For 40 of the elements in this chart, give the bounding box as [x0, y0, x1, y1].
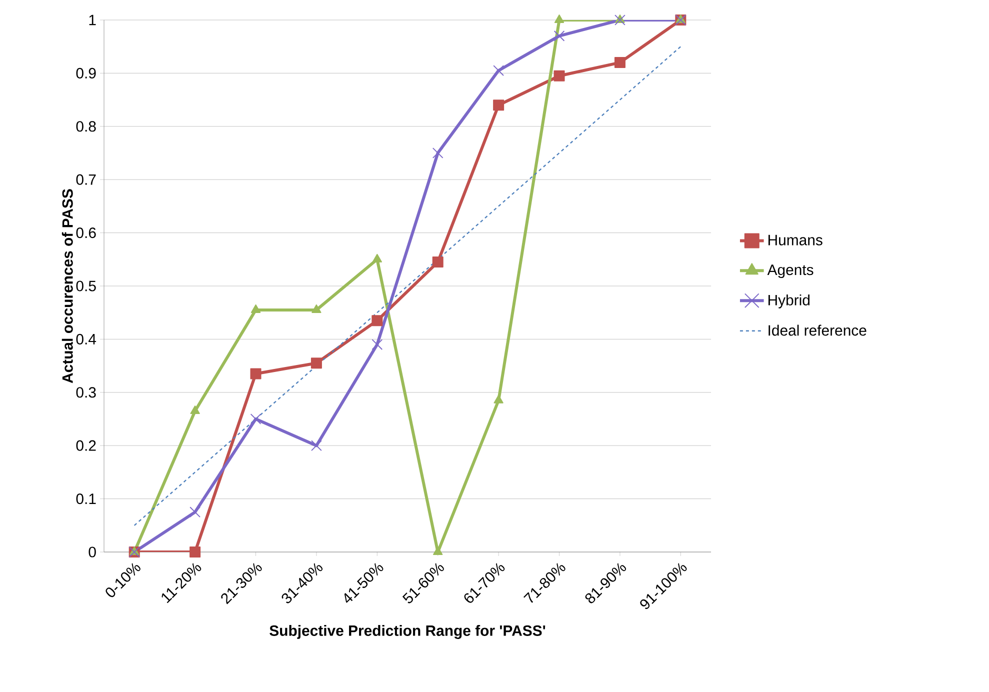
y-tick-label: 0.4: [76, 334, 96, 344]
legend-label: Hybrid: [768, 294, 810, 308]
point: [614, 57, 626, 68]
legend-label: Agents: [767, 264, 814, 278]
point: [432, 256, 444, 268]
point: [554, 30, 565, 42]
point: [311, 440, 322, 452]
legend-label: Humans: [768, 234, 822, 246]
point: [250, 368, 262, 380]
point: [250, 304, 261, 313]
y-tick-label: 0.7: [76, 174, 96, 185]
point: [312, 304, 322, 313]
point: [372, 315, 383, 326]
point: [494, 394, 504, 404]
y-tick-label: 0.9: [76, 68, 96, 78]
y-tick-label: 0.2: [76, 440, 96, 451]
y-tick-label: 0.3: [76, 387, 96, 398]
y-tick-label: 0.8: [76, 121, 96, 132]
point: [614, 14, 626, 26]
point: [190, 506, 201, 518]
point: [493, 65, 504, 76]
point: [554, 70, 565, 82]
point: [250, 414, 262, 424]
y-tick-label: 0.1: [76, 494, 96, 504]
y-tick-label: 0: [88, 546, 96, 558]
point: [310, 358, 322, 369]
point: [554, 14, 564, 23]
legend-label: Ideal reference: [768, 324, 866, 336]
point: [190, 406, 200, 414]
point: [190, 546, 201, 558]
y-tick-label: 0.6: [76, 228, 96, 238]
point: [432, 148, 444, 158]
point: [372, 339, 383, 350]
y-axis-title: Actual occurences of PASS: [62, 189, 73, 384]
point: [493, 100, 504, 111]
point: [433, 546, 443, 555]
y-tick-label: 1: [89, 14, 96, 26]
y-tick-label: 0.5: [76, 280, 96, 292]
point: [372, 254, 382, 262]
x-axis-title: Subjective Prediction Range for 'PASS': [270, 624, 546, 639]
